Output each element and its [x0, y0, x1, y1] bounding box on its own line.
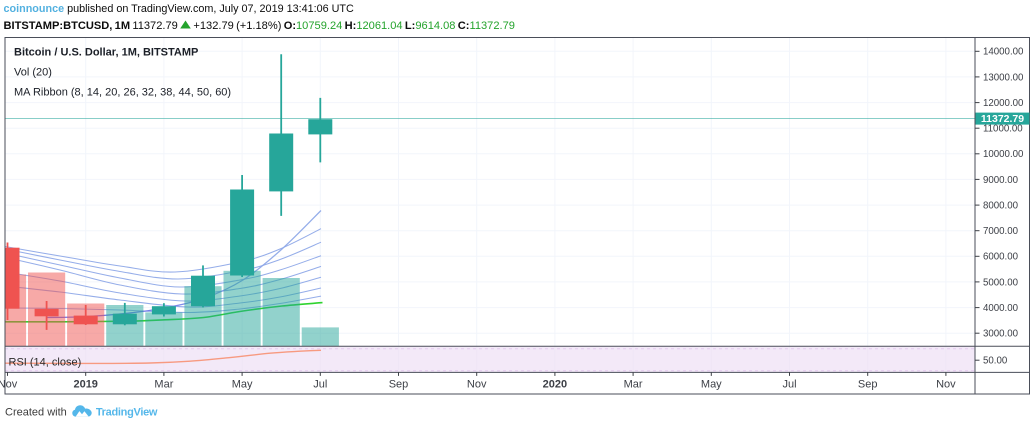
svg-text:2019: 2019 — [73, 379, 97, 391]
svg-text:Mar: Mar — [624, 379, 643, 391]
svg-text:50.00: 50.00 — [983, 356, 1008, 367]
svg-text:2020: 2020 — [543, 379, 567, 391]
svg-text:Sep: Sep — [858, 379, 878, 391]
svg-text:Nov: Nov — [0, 379, 18, 391]
svg-text:10000.00: 10000.00 — [983, 149, 1024, 160]
svg-text:8000.00: 8000.00 — [983, 201, 1019, 212]
svg-text:Nov: Nov — [467, 379, 487, 391]
svg-text:Bitcoin / U.S. Dollar, 1M, BIT: Bitcoin / U.S. Dollar, 1M, BITSTAMP — [14, 47, 198, 59]
svg-text:Jul: Jul — [782, 379, 796, 391]
svg-text:12000.00: 12000.00 — [983, 98, 1024, 109]
svg-text:Vol (20): Vol (20) — [14, 67, 52, 79]
svg-text:13000.00: 13000.00 — [983, 72, 1024, 83]
svg-text:5000.00: 5000.00 — [983, 277, 1019, 288]
svg-text:14000.00: 14000.00 — [983, 47, 1024, 58]
svg-text:MA Ribbon (8, 14, 20, 26, 32,: MA Ribbon (8, 14, 20, 26, 32, 38, 44, 50… — [14, 87, 231, 99]
svg-text:Sep: Sep — [389, 379, 409, 391]
svg-text:RSI (14, close): RSI (14, close) — [9, 357, 82, 369]
svg-text:4000.00: 4000.00 — [983, 303, 1019, 314]
svg-text:3000.00: 3000.00 — [983, 329, 1019, 340]
svg-text:11372.79: 11372.79 — [981, 113, 1024, 125]
svg-text:May: May — [232, 379, 253, 391]
svg-text:Jul: Jul — [313, 379, 327, 391]
svg-text:May: May — [701, 379, 722, 391]
svg-text:Mar: Mar — [154, 379, 173, 391]
svg-text:7000.00: 7000.00 — [983, 226, 1019, 237]
svg-text:11000.00: 11000.00 — [983, 124, 1023, 135]
svg-text:Nov: Nov — [936, 379, 956, 391]
svg-text:6000.00: 6000.00 — [983, 252, 1019, 263]
svg-text:9000.00: 9000.00 — [983, 175, 1019, 186]
